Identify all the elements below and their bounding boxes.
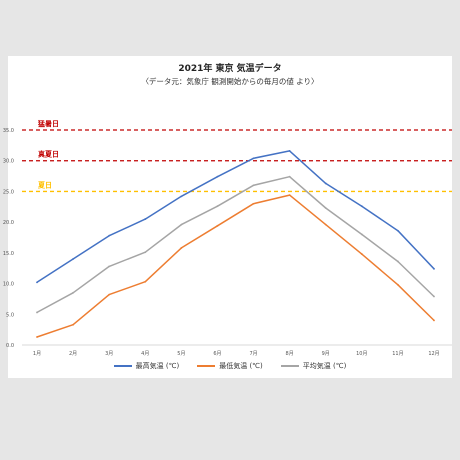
data-point [108, 265, 111, 268]
x-tick-label: 9月 [322, 351, 330, 357]
data-point [252, 202, 255, 205]
data-point [397, 283, 399, 286]
y-tick-label: 0.0 [6, 343, 14, 349]
y-tick-label: 35.0 [3, 128, 14, 134]
data-point [433, 295, 435, 298]
legend-item-max: 最高気温 (℃) [113, 361, 180, 371]
data-point [324, 207, 327, 209]
x-tick-label: 12月 [428, 351, 439, 357]
data-point [360, 205, 363, 208]
y-tick-label: 30.0 [3, 159, 14, 165]
data-point [252, 184, 255, 187]
data-point [288, 194, 291, 197]
legend-item-avg: 平均気温 (℃) [280, 361, 347, 371]
legend-swatch-min [197, 365, 216, 367]
data-point [433, 319, 435, 322]
threshold-label: 猛暑日 [37, 119, 59, 128]
threshold-label: 真夏日 [38, 150, 59, 159]
x-tick-label: 8月 [286, 351, 294, 357]
data-point [144, 280, 147, 283]
legend-item-min: 最低気温 (℃) [197, 361, 263, 371]
y-tick-label: 20.0 [3, 220, 14, 226]
data-point [36, 336, 38, 338]
legend-label-max: 最高気温 (℃) [135, 362, 180, 370]
data-point [252, 157, 255, 160]
data-point [144, 251, 147, 254]
x-tick-label: 5月 [177, 351, 185, 357]
chart-legend: 最高気温 (℃) 最低気温 (℃) 平均気温 (℃) [0, 361, 460, 371]
data-point [72, 258, 74, 260]
x-tick-label: 3月 [105, 351, 113, 357]
x-tick-label: 6月 [213, 351, 221, 357]
legend-label-avg: 平均気温 (℃) [302, 362, 347, 370]
data-point [288, 149, 291, 152]
data-point [72, 323, 74, 326]
threshold-label: 夏日 [37, 180, 52, 189]
data-point [72, 291, 74, 294]
data-point [324, 182, 327, 185]
data-point [397, 229, 399, 232]
legend-swatch-max [113, 365, 132, 367]
data-point [324, 223, 327, 226]
data-point [108, 234, 111, 237]
data-point [216, 205, 219, 208]
chart-title: 2021年 東京 気温データ [178, 64, 282, 74]
data-point [288, 175, 291, 178]
x-tick-label: 2月 [69, 351, 77, 357]
y-tick-label: 5.0 [6, 312, 14, 318]
data-point [180, 247, 183, 249]
data-point [180, 195, 183, 198]
y-tick-label: 15.0 [3, 251, 14, 257]
legend-swatch-avg [280, 365, 299, 367]
data-point [360, 253, 363, 255]
x-tick-label: 11月 [392, 351, 403, 357]
chart-subtitle: 〈データ元：気象庁 観測開始からの毎月の値 より〉 [141, 77, 319, 86]
data-point [216, 175, 219, 178]
x-tick-label: 7月 [249, 351, 257, 357]
x-tick-label: 1月 [33, 351, 41, 357]
data-point [216, 224, 219, 227]
data-point [360, 233, 363, 236]
x-tick-label: 10月 [356, 351, 367, 357]
data-point [180, 223, 183, 226]
series-line [36, 194, 435, 338]
y-tick-label: 10.0 [3, 282, 14, 288]
data-point [397, 260, 399, 263]
data-point [144, 218, 147, 220]
y-tick-label: 25.0 [3, 189, 14, 195]
data-point [108, 293, 111, 296]
data-point [36, 311, 38, 314]
x-tick-label: 4月 [141, 351, 149, 357]
data-point [36, 281, 38, 284]
series-line [36, 150, 435, 283]
data-point [433, 267, 435, 270]
legend-label-min: 最低気温 (℃) [219, 362, 263, 370]
series-line [36, 175, 435, 314]
